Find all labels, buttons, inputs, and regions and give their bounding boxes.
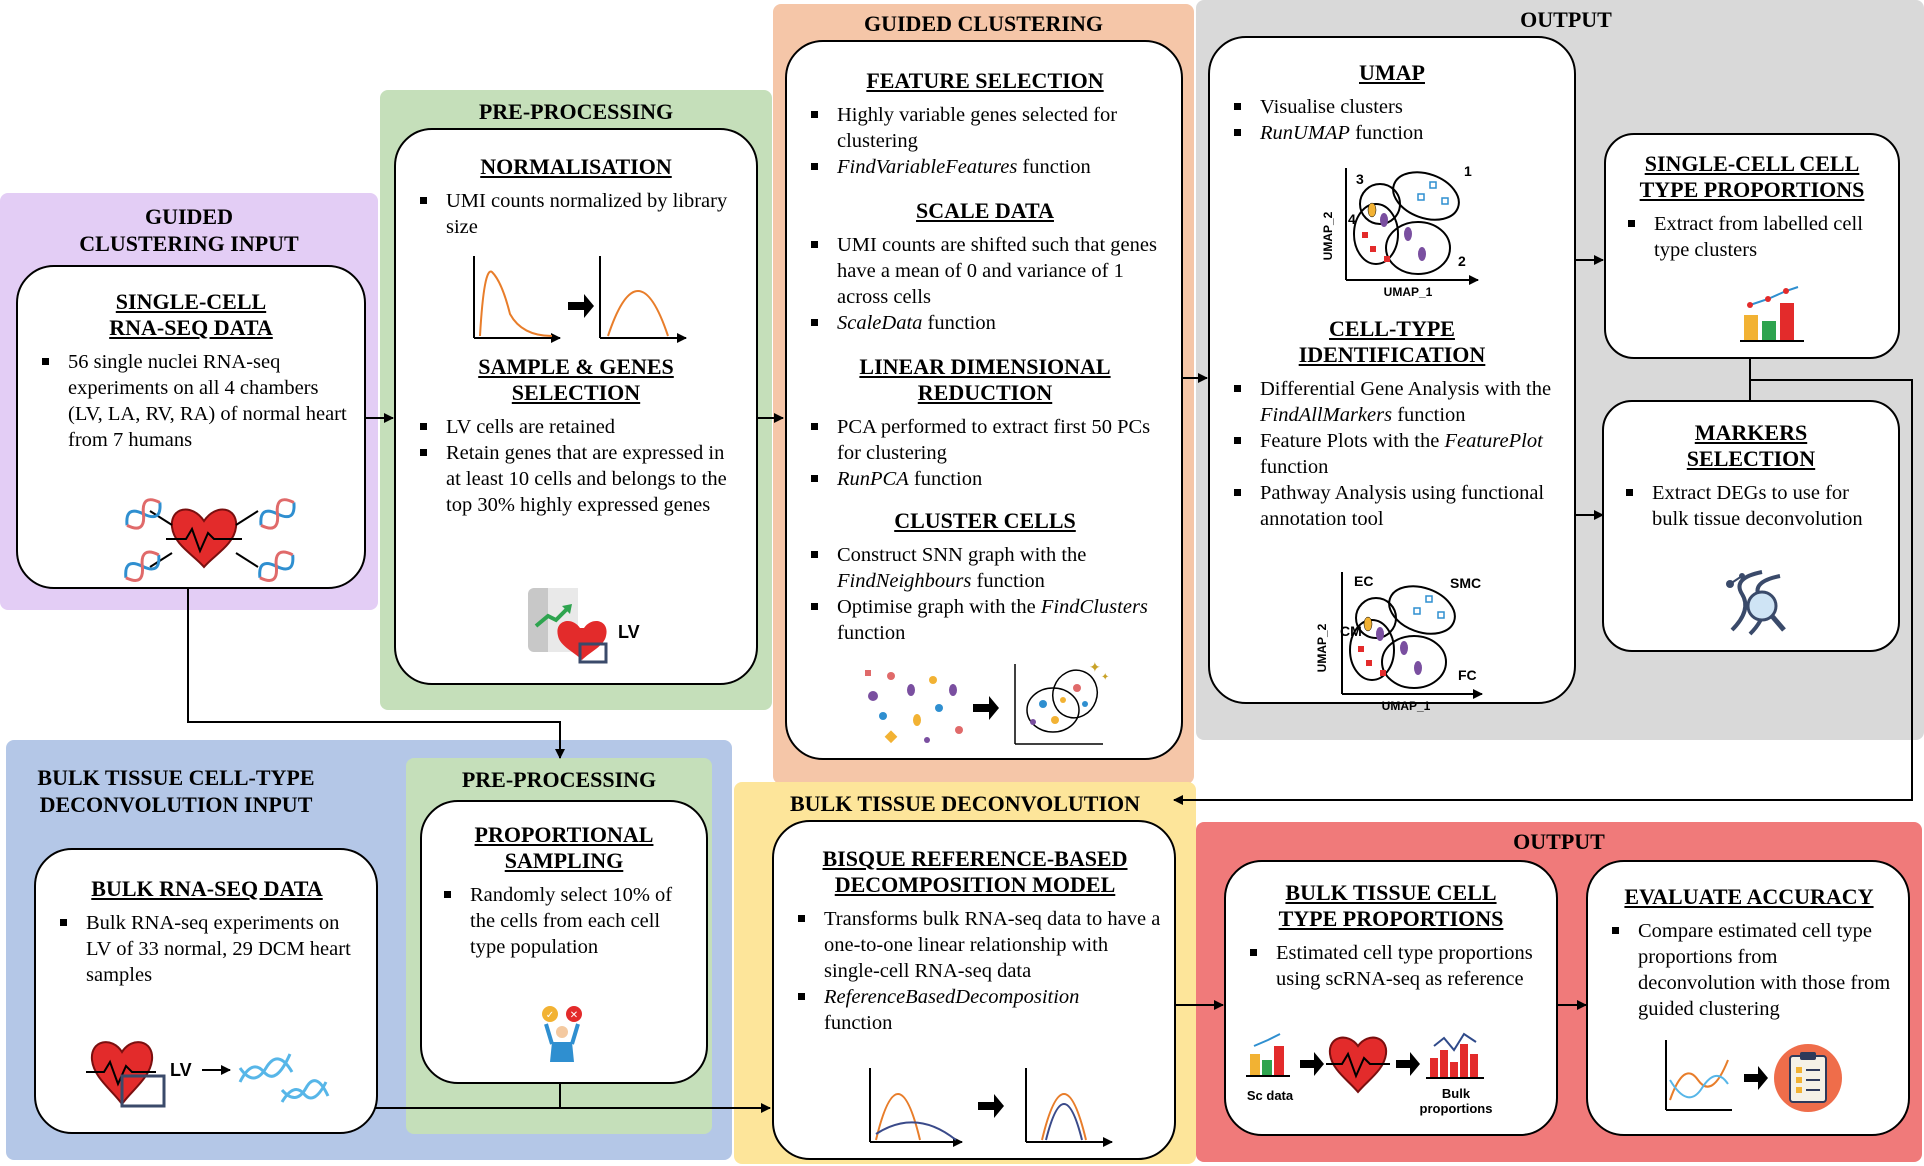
bullet: RunUMAP function bbox=[1224, 120, 1560, 146]
bullet: LV cells are retained bbox=[410, 414, 742, 440]
lv-label: LV bbox=[618, 622, 640, 642]
card-single-cell-rnaseq: SINGLE-CELL RNA-SEQ DATA 56 single nucle… bbox=[16, 265, 366, 589]
bullet: Extract from labelled cell type clusters bbox=[1618, 211, 1886, 263]
svg-text:FC: FC bbox=[1458, 667, 1477, 683]
bullet: Construct SNN graph with the FindNeighbo… bbox=[801, 542, 1169, 594]
svg-text:SMC: SMC bbox=[1450, 575, 1481, 591]
heading-normalisation: NORMALISATION bbox=[480, 154, 672, 179]
celltype-umap-icon: UMAP_2 UMAP_1 EC SMC CM FC bbox=[1315, 572, 1483, 713]
normalisation-plot-icon bbox=[473, 256, 687, 343]
umap-plot-icon: UMAP_2 UMAP_1 3 1 4 2 bbox=[1321, 163, 1479, 299]
card-single-cell-proportions: SINGLE-CELL CELL TYPE PROPORTIONS Extrac… bbox=[1604, 133, 1900, 359]
bullet: Feature Plots with the FeaturePlot funct… bbox=[1224, 428, 1560, 480]
card-umap-celltype: UMAP Visualise clusters RunUMAP function… bbox=[1208, 36, 1576, 713]
heading-bulk-rnaseq: BULK RNA-SEQ DATA bbox=[91, 876, 323, 901]
heading-cluster-cells: CLUSTER CELLS bbox=[894, 508, 1076, 533]
heading-sc-proportions: SINGLE-CELL CELL TYPE PROPORTIONS bbox=[1639, 151, 1865, 202]
card-proportional-sampling: PROPORTIONAL SAMPLING Randomly select 10… bbox=[420, 800, 708, 1084]
clustering-icon: ✦✦ bbox=[865, 661, 1109, 745]
card-bisque-model: BISQUE REFERENCE-BASED DECOMPOSITION MOD… bbox=[772, 820, 1176, 1160]
svg-text:EC: EC bbox=[1354, 573, 1373, 589]
bullet: UMI counts are shifted such that genes h… bbox=[801, 232, 1169, 310]
bullet: Pathway Analysis using functional annota… bbox=[1224, 480, 1560, 532]
heading-single-cell: SINGLE-CELL RNA-SEQ DATA bbox=[109, 289, 273, 340]
card-bulk-rnaseq: BULK RNA-SEQ DATA Bulk RNA-seq experimen… bbox=[34, 848, 378, 1134]
bullet: Compare estimated cell type proportions … bbox=[1602, 918, 1896, 1022]
svg-text:2: 2 bbox=[1458, 253, 1466, 269]
panel-title: OUTPUT bbox=[1513, 829, 1605, 854]
bullet: ScaleData function bbox=[801, 310, 1169, 336]
lv-label: LV bbox=[170, 1060, 192, 1080]
bullet: Bulk RNA-seq experiments on LV of 33 nor… bbox=[50, 910, 364, 988]
sc-to-bulk-icon: Sc data Bulk proportions bbox=[1246, 1032, 1493, 1116]
bullet: Highly variable genes selected for clust… bbox=[801, 102, 1169, 154]
panel-title: GUIDED CLUSTERING bbox=[864, 11, 1103, 36]
bullet: Randomly select 10% of the cells from ea… bbox=[434, 882, 694, 960]
heading-markers: MARKERS SELECTION bbox=[1686, 420, 1816, 471]
panel-title: BULK TISSUE CELL-TYPE DECONVOLUTION INPU… bbox=[37, 765, 315, 817]
bullet: Transforms bulk RNA-seq data to have a o… bbox=[788, 906, 1162, 984]
bullet: FindVariableFeatures function bbox=[801, 154, 1169, 180]
svg-text:UMAP_2: UMAP_2 bbox=[1315, 623, 1329, 672]
heading-evaluate-accuracy: EVALUATE ACCURACY bbox=[1624, 884, 1874, 909]
bullet: Optimise graph with the FindClusters fun… bbox=[801, 594, 1169, 646]
heading-bulk-proportions: BULK TISSUE CELL TYPE PROPORTIONS bbox=[1278, 880, 1504, 931]
card-pre-processing: NORMALISATION UMI counts normalized by l… bbox=[394, 128, 758, 685]
bullet: Extract DEGs to use for bulk tissue deco… bbox=[1616, 480, 1886, 532]
heading-scale-data: SCALE DATA bbox=[916, 198, 1054, 223]
svg-text:3: 3 bbox=[1356, 171, 1364, 187]
heading-umap: UMAP bbox=[1359, 60, 1425, 85]
svg-text:✦: ✦ bbox=[1089, 661, 1101, 676]
heading-linear-reduction: LINEAR DIMENSIONAL REDUCTION bbox=[859, 354, 1111, 405]
panel-title: PRE-PROCESSING bbox=[478, 99, 674, 124]
svg-text:✓: ✓ bbox=[546, 1010, 554, 1021]
transform-plot-icon bbox=[869, 1068, 1113, 1147]
svg-text:UMAP_1: UMAP_1 bbox=[1384, 285, 1433, 299]
heading-proportional-sampling: PROPORTIONAL SAMPLING bbox=[474, 822, 654, 873]
panel-title: PRE-PROCESSING bbox=[461, 767, 657, 792]
panel-title: GUIDED CLUSTERING INPUT bbox=[79, 204, 299, 256]
svg-text:✦: ✦ bbox=[1101, 672, 1109, 683]
card-bulk-proportions: BULK TISSUE CELL TYPE PROPORTIONS Estima… bbox=[1224, 860, 1558, 1136]
bullet: ReferenceBasedDecomposition function bbox=[788, 984, 1162, 1036]
svg-text:4: 4 bbox=[1348, 211, 1356, 227]
lv-selection-icon: LV bbox=[528, 588, 640, 664]
evaluation-icon bbox=[1665, 1040, 1842, 1112]
dna-magnifier-icon bbox=[1726, 570, 1786, 636]
heart-dna-icon bbox=[124, 498, 296, 582]
heading-feature-selection: FEATURE SELECTION bbox=[866, 68, 1104, 93]
bullet: 56 single nuclei RNA-seq experiments on … bbox=[32, 349, 350, 453]
svg-text:CM: CM bbox=[1340, 623, 1362, 639]
heading-bisque: BISQUE REFERENCE-BASED DECOMPOSITION MOD… bbox=[822, 846, 1128, 897]
bullet: Visualise clusters bbox=[1224, 94, 1560, 120]
card-evaluate-accuracy: EVALUATE ACCURACY Compare estimated cell… bbox=[1586, 860, 1910, 1136]
bullet: UMI counts normalized by library size bbox=[410, 188, 742, 240]
bullet: Estimated cell type proportions using sc… bbox=[1240, 940, 1542, 992]
bullet: Retain genes that are expressed in at le… bbox=[410, 440, 742, 518]
bullet: Differential Gene Analysis with the Find… bbox=[1224, 376, 1560, 428]
bar-chart-icon bbox=[1740, 286, 1804, 342]
bullet: PCA performed to extract first 50 PCs fo… bbox=[801, 414, 1169, 466]
heading-celltype-identification: CELL-TYPE IDENTIFICATION bbox=[1298, 316, 1486, 367]
panel-title: BULK TISSUE DECONVOLUTION bbox=[789, 791, 1141, 816]
svg-text:✕: ✕ bbox=[570, 1010, 578, 1021]
card-guided-clustering: FEATURE SELECTION Highly variable genes … bbox=[785, 40, 1183, 760]
svg-text:UMAP_1: UMAP_1 bbox=[1382, 699, 1431, 713]
heart-lv-dna-icon: LV bbox=[86, 1041, 330, 1108]
bullet: RunPCA function bbox=[801, 466, 1169, 492]
svg-text:1: 1 bbox=[1464, 163, 1472, 179]
card-markers-selection: MARKERS SELECTION Extract DEGs to use fo… bbox=[1602, 400, 1900, 652]
svg-text:Sc data: Sc data bbox=[1247, 1088, 1294, 1103]
panel-title: OUTPUT bbox=[1520, 7, 1612, 32]
heading-sample-genes: SAMPLE & GENES SELECTION bbox=[478, 354, 674, 405]
svg-text:UMAP_2: UMAP_2 bbox=[1321, 211, 1335, 260]
person-choice-icon: ✓ ✕ bbox=[542, 1006, 582, 1062]
